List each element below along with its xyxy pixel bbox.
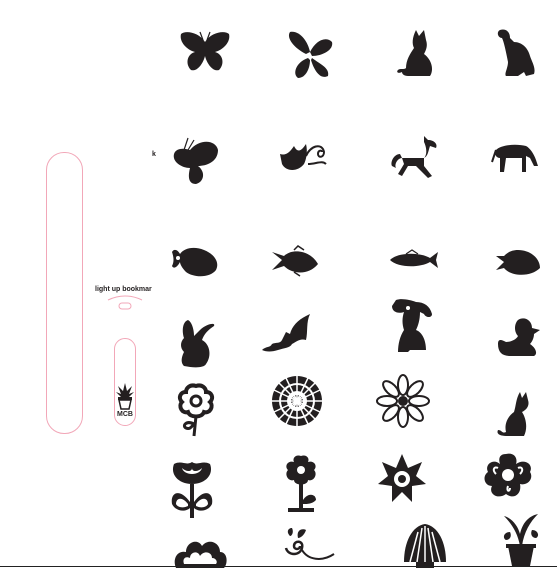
label-k: k — [152, 151, 156, 158]
vine-icon — [284, 526, 336, 566]
flower-stem-icon — [176, 383, 216, 440]
butterfly-side-icon — [286, 30, 334, 80]
cat-icon — [494, 390, 534, 440]
dog-sitting-icon — [496, 28, 538, 78]
horse-grazing-icon — [491, 142, 540, 174]
bookmark-outline-large — [46, 152, 83, 434]
butterfly-icon — [179, 30, 231, 74]
shell-icon — [402, 522, 448, 568]
butterfly-profile-icon — [170, 137, 220, 186]
sunflower-icon — [270, 374, 324, 428]
flower-icon — [376, 452, 428, 504]
potted-plant-icon — [500, 512, 542, 566]
fish-icon — [270, 245, 322, 277]
page-bottom-rule — [0, 566, 557, 567]
cat-sitting-icon — [394, 28, 436, 78]
flower-pot-icon — [282, 454, 320, 512]
bird-swirl-icon — [278, 140, 328, 176]
tulip-icon — [168, 458, 216, 520]
bookmark-outline-small — [114, 338, 136, 426]
bookmark-title-label: light up bookmar — [95, 286, 152, 293]
mcb-label: MCB — [117, 411, 133, 418]
cloud-flower-icon — [172, 536, 228, 568]
duck-icon — [496, 316, 542, 358]
small-plant-icon — [115, 381, 135, 411]
long-fish-icon — [388, 249, 440, 270]
tropical-fish-icon — [494, 248, 542, 278]
rabbit-icon — [176, 318, 216, 368]
flower-round-icon — [482, 452, 534, 500]
puffer-fish-icon — [170, 244, 220, 278]
bat-icon — [260, 312, 312, 354]
daisy-icon — [376, 374, 430, 428]
bookmark-tab-outline — [106, 294, 144, 310]
dog-icon — [388, 298, 434, 354]
horse-icon — [388, 134, 440, 182]
